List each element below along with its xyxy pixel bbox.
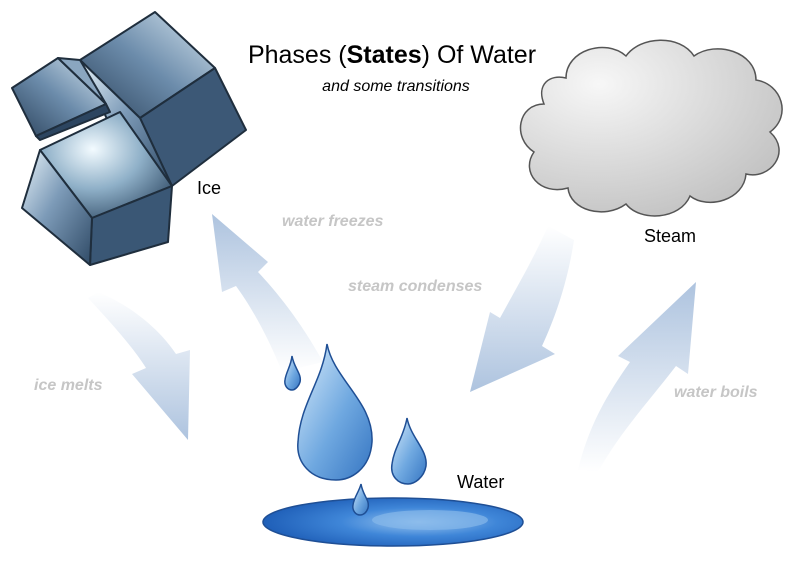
title-bold-word: States — [347, 41, 422, 69]
ice-cubes-illustration — [11, 11, 247, 266]
water-boils-label: water boils — [674, 384, 758, 401]
steam-label: Steam — [644, 226, 696, 246]
steam-condenses-label: steam condenses — [348, 278, 482, 295]
water-boils-arrow — [578, 282, 696, 472]
large-water-drop — [297, 343, 373, 481]
small-water-drop-bottom — [352, 483, 370, 516]
ice-melts-label: ice melts — [34, 377, 103, 394]
title-prefix: Phases ( — [248, 41, 347, 69]
diagram-title: Phases (States) Of Water — [248, 41, 536, 69]
ice-melts-arrow — [88, 292, 190, 440]
water-illustration — [262, 343, 524, 547]
water-freezes-arrow — [212, 214, 323, 372]
diagram-subtitle: and some transitions — [322, 78, 470, 95]
steam-condenses-arrow — [470, 226, 574, 392]
ice-label: Ice — [197, 178, 221, 198]
steam-cloud-illustration — [519, 39, 783, 217]
water-freezes-label: water freezes — [282, 213, 383, 230]
title-suffix: ) Of Water — [422, 41, 536, 69]
right-water-drop — [390, 417, 427, 485]
small-water-drop-left — [284, 355, 302, 391]
water-label: Water — [457, 472, 504, 492]
